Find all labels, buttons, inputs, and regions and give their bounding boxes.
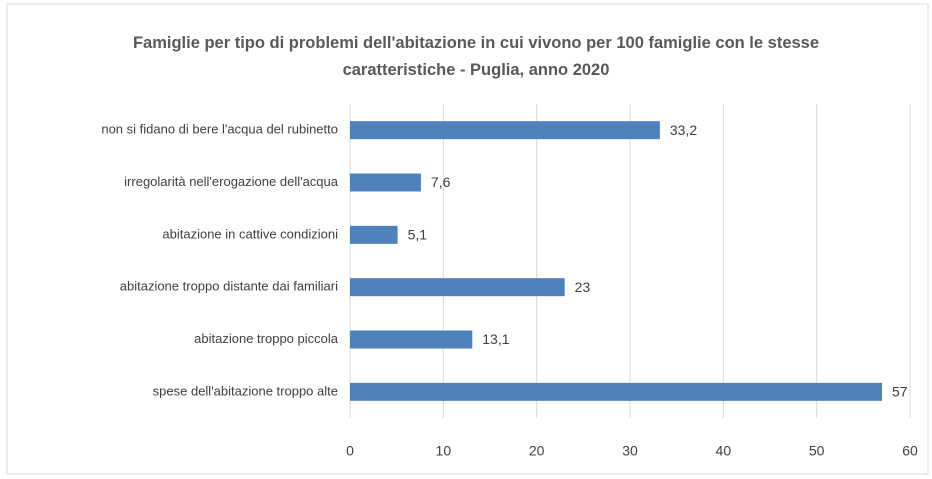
value-label: 23 xyxy=(575,279,591,295)
y-tick-label: non si fidano di bere l'acqua del rubine… xyxy=(101,122,338,137)
y-tick-label: abitazione in cattive condizioni xyxy=(162,226,338,241)
bar xyxy=(350,330,473,349)
x-tick-label: 50 xyxy=(809,443,825,459)
x-tick-label: 60 xyxy=(902,443,918,459)
value-label: 7,6 xyxy=(431,174,451,190)
value-label: 13,1 xyxy=(482,331,509,347)
chart-frame xyxy=(6,3,929,475)
x-tick-label: 20 xyxy=(529,443,545,459)
x-tick-label: 10 xyxy=(436,443,452,459)
value-label: 57 xyxy=(892,384,908,400)
y-tick-label: spese dell'abitazione troppo alte xyxy=(153,383,338,398)
value-label: 33,2 xyxy=(670,122,697,138)
y-tick-label: irregolarità nell'erogazione dell'acqua xyxy=(124,174,339,189)
bar xyxy=(350,278,565,297)
bar xyxy=(350,173,421,192)
value-label: 5,1 xyxy=(408,227,428,243)
x-tick-label: 0 xyxy=(346,443,354,459)
bar xyxy=(350,382,882,401)
bar xyxy=(350,225,398,244)
y-tick-label: abitazione troppo piccola xyxy=(194,331,339,346)
y-tick-label: abitazione troppo distante dai familiari xyxy=(120,279,338,294)
chart-title: Famiglie per tipo di problemi dell'abita… xyxy=(132,34,820,79)
x-tick-label: 30 xyxy=(622,443,638,459)
x-tick-label: 40 xyxy=(716,443,732,459)
bar xyxy=(350,121,660,140)
